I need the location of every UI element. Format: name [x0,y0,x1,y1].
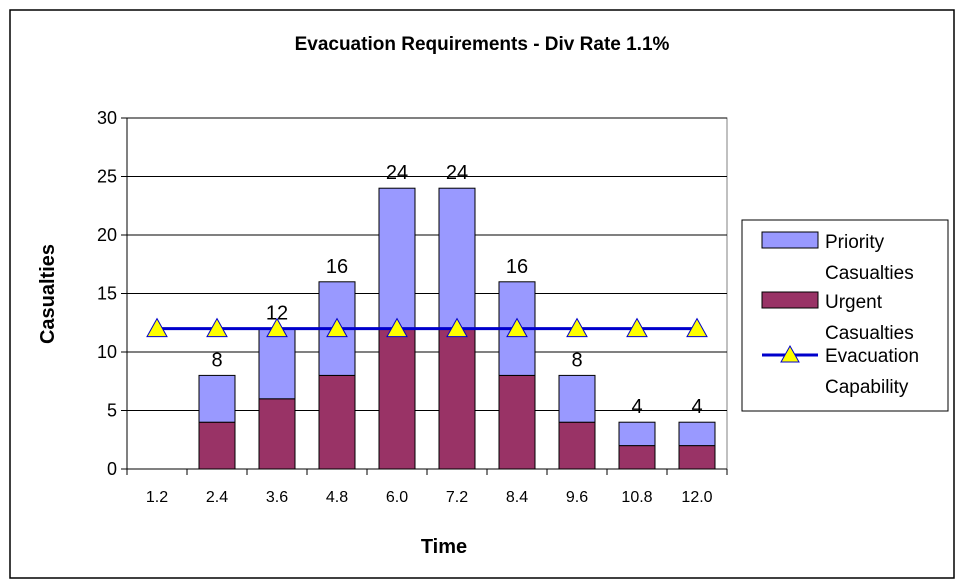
bar-priority-casualties-12.0 [678,421,716,447]
y-tick-label-25: 25 [97,167,117,187]
x-tick-label-6.0: 6.0 [386,489,408,506]
data-label-10.8: 4 [631,396,642,418]
legend-label-evac-line1: Evacuation [825,346,919,367]
x-tick-label-12.0: 12.0 [681,489,712,506]
x-tick-label-8.4: 8.4 [506,489,528,506]
marker-evacuation-capability-8.4 [506,317,528,338]
data-label-4.8: 16 [326,256,348,278]
legend-label-priority-line2: Casualties [825,263,914,284]
bar-priority-casualties-2.4 [198,374,236,423]
y-axis-title: Casualties [37,244,59,344]
bar-urgent-casualties-7.2 [438,328,476,470]
bar-urgent-casualties-4.8 [318,374,356,470]
data-label-12.0: 4 [691,396,702,418]
legend-swatch-priority [761,231,819,249]
chart-title: Evacuation Requirements - Div Rate 1.1% [295,34,670,55]
bar-priority-casualties-3.6 [258,328,296,400]
data-label-7.2: 24 [446,162,468,184]
data-label-9.6: 8 [571,349,582,371]
data-label-6.0: 24 [386,162,408,184]
legend-label-priority-line1: Priority [825,232,885,253]
bar-priority-casualties-10.8 [618,421,656,447]
y-tick-label-5: 5 [107,401,117,421]
x-tick-label-10.8: 10.8 [621,489,652,506]
bar-urgent-casualties-12.0 [678,445,716,470]
bar-urgent-casualties-8.4 [498,374,536,470]
bar-urgent-casualties-3.6 [258,398,296,470]
marker-evacuation-capability-3.6 [266,317,288,338]
x-tick-label-2.4: 2.4 [206,489,228,506]
bar-priority-casualties-7.2 [438,187,476,330]
x-axis-title: Time [421,536,467,558]
marker-evacuation-capability-4.8 [326,317,348,338]
legend-box [741,219,949,412]
y-tick-label-15: 15 [97,284,117,304]
x-tick-label-1.2: 1.2 [146,489,168,506]
legend-label-urgent-line1: Urgent [825,292,883,313]
x-tick-label-4.8: 4.8 [326,489,348,506]
data-label-2.4: 8 [211,349,222,371]
x-tick-label-3.6: 3.6 [266,489,288,506]
bar-urgent-casualties-9.6 [558,421,596,470]
marker-evacuation-capability-12.0 [686,317,708,338]
x-tick-label-9.6: 9.6 [566,489,588,506]
legend-label-urgent-line2: Casualties [825,323,914,344]
bar-priority-casualties-9.6 [558,374,596,423]
x-tick-label-7.2: 7.2 [446,489,468,506]
legend-label-evac-line2: Capability [825,377,909,398]
marker-evacuation-capability-7.2 [446,317,468,338]
plot-area: 0 5 10 15 20 25 30 1.2 2.4 3.6 4.8 6.0 7.2 8.4 9.6 10.8… [97,108,728,506]
marker-evacuation-capability-2.4 [206,317,228,338]
marker-evacuation-capability-1.2 [146,317,168,338]
marker-evacuation-capability-10.8 [626,317,648,338]
data-label-3.6: 12 [266,303,288,325]
y-tick-label-0: 0 [107,459,117,479]
y-tick-label-20: 20 [97,225,117,245]
y-tick-label-10: 10 [97,342,117,362]
marker-evacuation-capability-6.0 [386,317,408,338]
y-tick-label-30: 30 [97,108,117,128]
legend: Priority Casualties Urgent Casualties Ev… [741,219,949,412]
bar-priority-casualties-6.0 [378,187,416,330]
data-label-8.4: 16 [506,256,528,278]
bar-urgent-casualties-6.0 [378,328,416,470]
marker-evacuation-capability-9.6 [566,317,588,338]
legend-swatch-urgent [761,291,819,309]
bar-urgent-casualties-10.8 [618,445,656,470]
legend-marker-evac [780,344,800,363]
bar-urgent-casualties-2.4 [198,421,236,470]
